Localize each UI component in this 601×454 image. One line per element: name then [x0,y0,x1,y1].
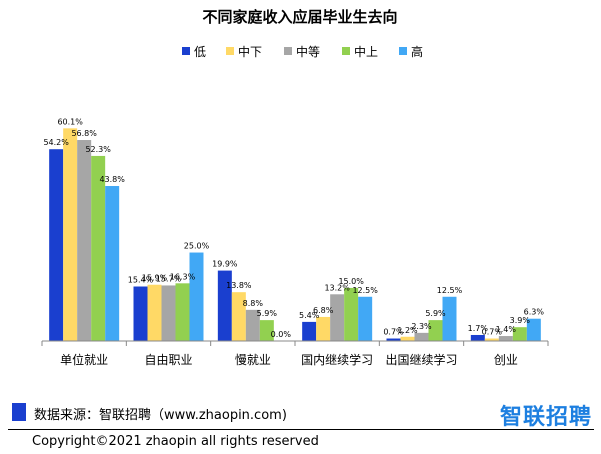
value-label-0-2: 56.8% [71,129,97,138]
bar-1-2 [161,285,176,341]
bar-chart: 不同家庭收入应届毕业生去向 低 中下 中等 中上 高 54.2% 60.1% 56.8% 52… [41,8,549,367]
chart-title: 不同家庭收入应届毕业生去向 [202,8,397,26]
value-label-0-0: 54.2% [43,138,69,147]
x-tick-label-1: 自由职业 [144,353,192,367]
bar-5-3 [512,327,527,341]
value-label-1-0: 15.4% [128,276,154,285]
value-label-4-0: 0.7% [383,328,404,337]
value-label-1-3: 16.3% [170,272,196,281]
value-label-3-2: 13.2% [324,283,350,292]
value-label-0-4: 43.8% [99,175,125,184]
legend: 低 中下 中等 中上 高 [182,44,423,59]
value-label-2-0: 19.9% [212,260,238,269]
value-label-5-3: 3.9% [510,316,531,325]
value-label-2-2: 8.8% [243,299,264,308]
bar-3-0 [302,321,317,341]
value-label-3-0: 5.4% [299,311,320,320]
legend-swatch-2 [284,47,292,55]
bar-2-3 [259,320,274,341]
bar-3-4 [358,296,373,341]
legend-swatch-1 [226,47,234,55]
value-label-4-4: 12.5% [437,286,463,295]
bar-3-2 [330,294,345,341]
value-label-4-3: 5.9% [425,309,446,318]
legend-swatch-4 [399,47,407,55]
value-label-4-2: 2.3% [411,322,432,331]
bar-3-1 [316,316,331,341]
bar-1-3 [175,283,190,341]
x-tick-label-5: 创业 [494,353,518,367]
value-label-5-2: 1.4% [496,325,517,334]
value-labels-group: 54.2% 60.1% 56.8% 52.3% 43.8% 15.4%15.9%15.7%… [43,117,544,339]
value-label-1-4: 25.0% [184,242,210,251]
value-label-1-2: 15.7% [156,274,182,283]
source-marker [12,403,26,421]
value-label-3-3: 15.0% [338,277,364,286]
value-label-4-1: 1.2% [397,326,418,335]
value-label-0-1: 60.1% [57,117,83,126]
value-label-1-1: 15.9% [142,274,168,283]
bar-5-2 [498,336,513,341]
value-label-2-4: 0.0% [271,330,292,339]
bar-4-0 [386,338,401,341]
bar-0-3 [91,155,106,341]
legend-label-4: 高 [411,44,423,59]
source-text: 数据来源：智联招聘（www.zhaopin.com) [34,408,287,423]
legend-label-1: 中下 [238,44,262,59]
x-tick-label-2: 慢就业 [235,353,271,367]
bar-3-3 [344,287,359,341]
value-label-5-0: 1.7% [468,324,489,333]
legend-label-3: 中上 [354,44,378,59]
bar-4-2 [414,332,429,341]
x-tick-label-4: 出国继续学习 [385,352,457,367]
bar-2-1 [231,292,246,341]
bar-0-1 [63,128,78,341]
bar-5-4 [526,318,541,341]
legend-swatch-3 [342,47,350,55]
bar-0-4 [105,186,120,341]
bar-5-0 [470,334,485,341]
bar-4-3 [428,320,443,341]
copyright-text: Copyright©2021 zhaopin all rights reserv… [32,434,319,449]
bar-5-1 [484,338,499,341]
bars-group [49,128,541,341]
x-tick-label-0: 单位就业 [60,352,108,367]
footer-divider [8,429,594,430]
value-label-5-1: 0.7% [482,328,503,337]
bar-4-4 [442,296,457,341]
value-label-3-4: 12.5% [352,286,378,295]
legend-swatch-0 [182,47,190,55]
legend-label-2: 中等 [296,44,320,59]
value-label-3-1: 6.8% [313,306,334,315]
bar-1-0 [133,286,148,341]
x-axis: 单位就业 自由职业 慢就业 国内继续学习 出国继续学习 创业 [41,340,549,367]
bar-4-1 [400,336,415,341]
value-label-0-3: 52.3% [85,145,111,154]
zhaopin-logo: 智联招聘 [500,405,593,430]
bar-0-0 [49,149,64,341]
bar-2-2 [245,309,260,341]
bar-2-0 [217,270,232,341]
x-tick-label-3: 国内继续学习 [301,352,373,367]
bar-0-2 [77,140,92,341]
value-label-2-1: 13.8% [226,281,252,290]
value-label-5-4: 6.3% [524,308,545,317]
bar-1-1 [147,284,162,341]
value-label-2-3: 5.9% [257,309,278,318]
legend-label-0: 低 [194,45,206,59]
bar-1-4 [189,252,204,341]
